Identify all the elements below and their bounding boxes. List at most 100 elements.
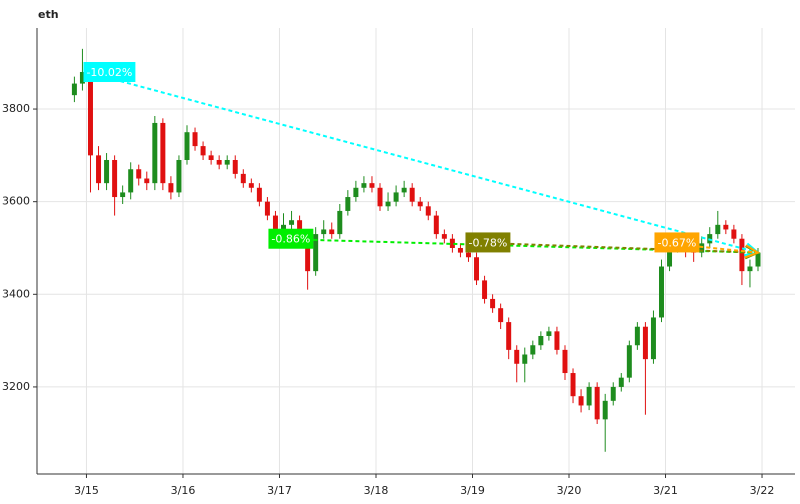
candle-body: [321, 229, 327, 235]
candle-body: [433, 215, 439, 235]
candle-body: [112, 159, 118, 198]
candle-body: [256, 187, 262, 202]
candle-body: [667, 247, 673, 267]
y-tick-label: 3200: [2, 380, 30, 393]
candle-body: [723, 224, 729, 230]
candle-body: [385, 201, 391, 207]
candle-body: [160, 122, 166, 184]
candle-body: [401, 187, 407, 193]
candle-body: [417, 201, 423, 207]
candle-body: [104, 159, 110, 184]
candle-body: [377, 187, 383, 207]
annotation-label: -0.67%: [657, 236, 696, 249]
candle-body: [369, 183, 375, 188]
x-tick-label: 3/19: [460, 484, 485, 497]
y-tick-label: 3400: [2, 287, 30, 300]
x-tick-label: 3/20: [557, 484, 582, 497]
candle-body: [409, 187, 415, 202]
candle-body: [610, 386, 616, 401]
y-tick-label: 3800: [2, 102, 30, 115]
candle-body: [353, 187, 359, 198]
candle-body: [224, 159, 230, 165]
annotation-line: [86, 71, 759, 254]
candle-body: [313, 234, 319, 272]
candle-body: [136, 169, 142, 179]
candle-body: [96, 155, 102, 184]
candle-body: [168, 183, 174, 193]
candle-body: [120, 192, 126, 198]
candle-body: [570, 373, 576, 397]
candle-body: [240, 173, 246, 184]
candle-body: [538, 335, 544, 346]
candle-body: [393, 192, 399, 202]
candle-body: [441, 234, 447, 239]
candle-body: [465, 252, 471, 258]
candle-body: [747, 266, 753, 272]
candle-body: [731, 229, 737, 239]
candle-body: [578, 396, 584, 406]
chart-title: eth: [38, 8, 59, 21]
annotation-label: -0.86%: [271, 233, 310, 246]
annotation-box: [83, 61, 136, 82]
candle-body: [176, 159, 182, 193]
candle-body: [248, 183, 254, 188]
candle-body: [79, 71, 85, 84]
candle-body: [626, 345, 632, 378]
candle-body: [200, 146, 206, 156]
candle-body: [184, 132, 190, 160]
candle-body: [272, 215, 278, 230]
candle-body: [449, 238, 455, 248]
candle-body: [144, 178, 150, 184]
candle-body: [337, 210, 343, 235]
candle-body: [554, 331, 560, 350]
candle-body: [361, 183, 367, 188]
annotation-line: [468, 241, 759, 254]
annotation-box: [654, 232, 700, 253]
candle-body: [642, 326, 648, 360]
annotation-box: [465, 232, 511, 253]
candle-body: [586, 386, 592, 406]
candle-body: [208, 155, 214, 160]
candle-body: [514, 349, 520, 364]
candle-body: [530, 345, 536, 355]
candle-body: [650, 317, 656, 360]
candle-body: [474, 257, 480, 281]
x-tick-label: 3/18: [364, 484, 389, 497]
candle-body: [281, 224, 286, 230]
candle-body: [498, 308, 504, 323]
candle-body: [546, 331, 552, 336]
candle-body: [634, 326, 640, 346]
candle-body: [602, 400, 608, 420]
candle-body: [71, 83, 77, 96]
candle-body: [522, 354, 528, 364]
y-tick-label: 3600: [2, 195, 30, 208]
candle-body: [618, 377, 624, 387]
annotation-label: -10.02%: [86, 66, 132, 79]
candle-body: [715, 224, 721, 235]
candle-body: [457, 247, 463, 253]
candle-body: [739, 238, 745, 272]
x-tick-label: 3/16: [171, 484, 196, 497]
candle-body: [329, 229, 335, 235]
candle-body: [128, 169, 134, 193]
x-tick-label: 3/17: [267, 484, 292, 497]
candle-body: [755, 252, 761, 267]
annotation-arrow: [744, 244, 761, 259]
candle-body: [216, 159, 222, 165]
x-tick-label: 3/21: [653, 484, 678, 497]
x-tick-label: 3/22: [750, 484, 775, 497]
candle-body: [506, 322, 512, 350]
candle-body: [562, 349, 568, 374]
candle-body: [289, 220, 295, 225]
candle-body: [659, 266, 664, 318]
annotation-box: [268, 228, 314, 249]
candle-body: [345, 197, 351, 211]
candle-body: [425, 206, 431, 216]
candle-body: [594, 386, 600, 420]
x-tick-label: 3/15: [74, 484, 99, 497]
candle-body: [482, 280, 488, 299]
candle-body: [87, 71, 93, 156]
candle-body: [232, 159, 238, 174]
candle-body: [490, 298, 496, 309]
